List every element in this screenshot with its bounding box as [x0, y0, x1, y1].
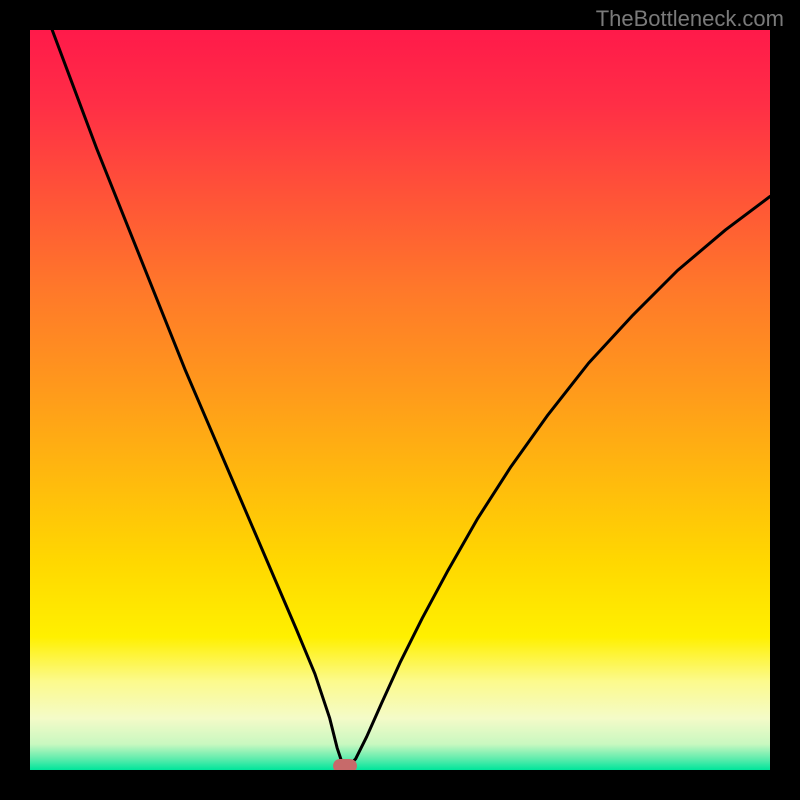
bottleneck-curve [30, 30, 770, 770]
optimum-marker [333, 759, 357, 770]
plot-area [30, 30, 770, 770]
watermark-text: TheBottleneck.com [596, 6, 784, 32]
curve-path [52, 30, 770, 770]
